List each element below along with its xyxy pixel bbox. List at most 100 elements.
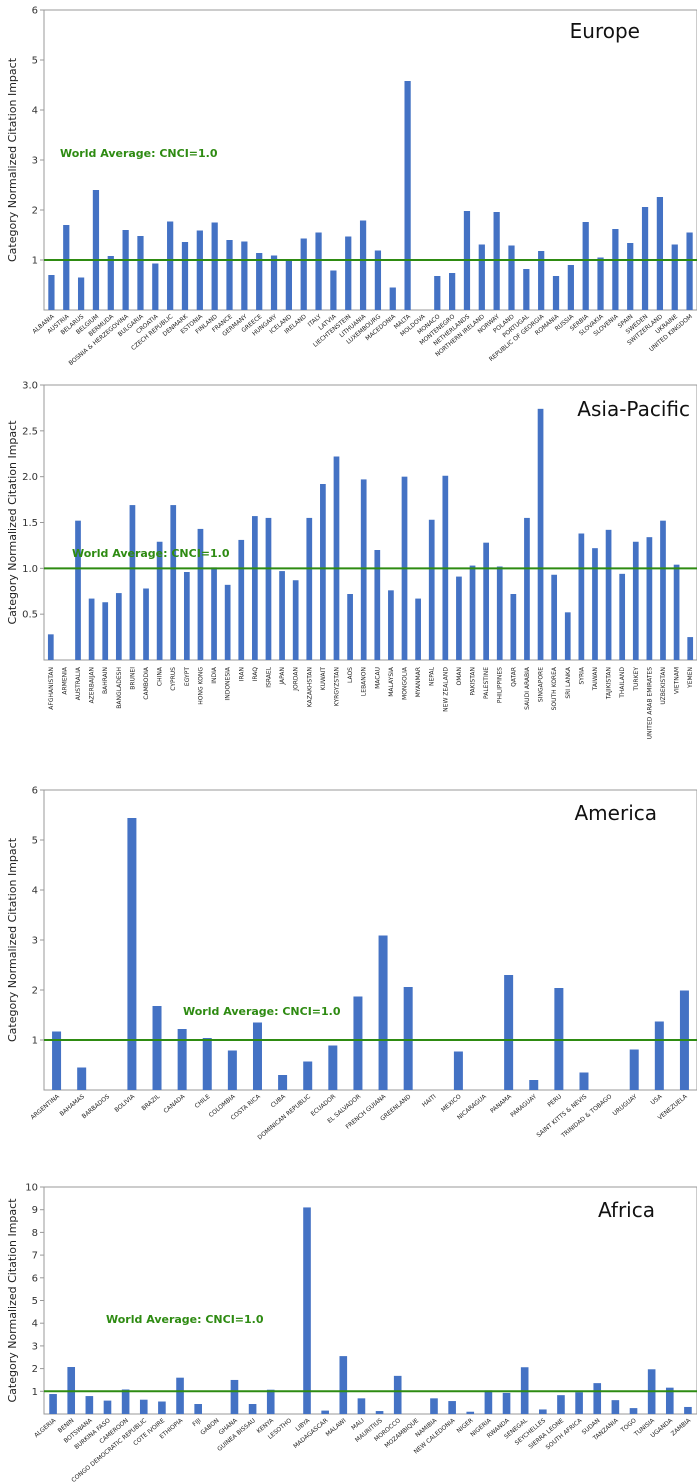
bar-oman xyxy=(456,576,462,660)
bar-poland xyxy=(508,245,515,310)
bar-fiji xyxy=(194,1404,202,1414)
bar-greece xyxy=(256,253,263,310)
category-label: EGYPT xyxy=(184,667,191,686)
bar-cyprus xyxy=(170,505,177,660)
bar-costa-rica xyxy=(252,1022,262,1090)
y-tick-label: 6 xyxy=(32,6,38,17)
category-label: KUWAIT xyxy=(320,667,327,691)
bar-iraq xyxy=(252,516,258,660)
y-tick-label: 2.0 xyxy=(22,472,38,483)
bar-ireland xyxy=(300,238,307,310)
bar-palestine xyxy=(483,542,489,660)
category-label: GABON xyxy=(199,1417,220,1436)
category-label: MALAWI xyxy=(325,1417,348,1438)
y-tick-label: 2 xyxy=(32,986,38,997)
bar-el-salvador xyxy=(353,996,363,1090)
category-label: PANAMA xyxy=(489,1093,513,1115)
bar-saint-kitts-nevis xyxy=(579,1072,589,1090)
y-tick-label: 4 xyxy=(32,1319,38,1330)
y-tick-label: 4 xyxy=(32,106,38,117)
bar-sweden xyxy=(641,207,649,310)
category-label: ALGERIA xyxy=(33,1417,58,1440)
bar-republic-of-georgia xyxy=(538,251,545,310)
bar-algeria xyxy=(49,1394,57,1414)
category-label: CHINA xyxy=(157,666,164,686)
category-label: BARBADOS xyxy=(81,1093,112,1120)
y-axis-label: Category Normalized Citation Impact xyxy=(6,1198,19,1403)
bar-usa xyxy=(654,1021,664,1090)
category-label: HAITI xyxy=(421,1093,438,1109)
bar-liechtenstein xyxy=(345,236,352,310)
category-label: MONGOLIA xyxy=(402,666,409,700)
bar-syria xyxy=(578,533,585,660)
y-tick-label: 3 xyxy=(32,1341,38,1352)
bar-macau xyxy=(374,550,381,660)
bar-israel xyxy=(265,517,272,660)
bar-kazakhstan xyxy=(306,517,313,660)
category-label: SRI LANKA xyxy=(565,666,572,699)
y-tick-label: 5 xyxy=(32,1296,38,1307)
bar-russia xyxy=(567,265,574,310)
y-tick-label: 3 xyxy=(32,156,38,167)
bar-bangladesh xyxy=(115,593,122,660)
bar-philippines xyxy=(496,566,503,660)
bar-qatar xyxy=(510,594,517,660)
bar-cameroon xyxy=(121,1389,130,1414)
category-label: UZBEKISTAN xyxy=(660,667,667,705)
y-axis-label: Category Normalized Citation Impact xyxy=(6,837,19,1042)
category-label: SINGAPORE xyxy=(538,667,545,702)
bar-togo xyxy=(629,1408,638,1414)
bar-ukraine xyxy=(671,244,678,310)
bar-yemen xyxy=(687,637,694,660)
bar-luxembourg xyxy=(374,250,382,310)
bar-burkina-faso xyxy=(103,1400,112,1414)
bar-iceland xyxy=(285,259,292,310)
bar-uganda xyxy=(665,1387,674,1414)
category-label: UNITED ARAB EMIRATES xyxy=(646,667,653,740)
bar-switzerland xyxy=(656,197,664,310)
category-label: BOLIVIA xyxy=(113,1093,136,1114)
bar-panama xyxy=(504,975,514,1090)
category-label: INDIA xyxy=(211,666,218,684)
category-label: HONG KONG xyxy=(197,667,204,705)
y-tick-label: 6 xyxy=(32,1273,38,1284)
bar-sri-lanka xyxy=(564,612,571,660)
bar-slovakia xyxy=(597,257,604,310)
category-label: MEXICO xyxy=(440,1093,463,1114)
bar-rwanda xyxy=(502,1392,511,1414)
y-tick-label: 1 xyxy=(32,1387,38,1398)
category-label: TRINIDAD & TOBAGO xyxy=(559,1093,613,1140)
bar-northern-ireland xyxy=(478,244,485,310)
category-label: KYRGYZSTAN xyxy=(333,667,340,706)
bar-bermuda xyxy=(107,256,114,310)
bar-zambia xyxy=(684,1406,692,1414)
category-label: YEMEN xyxy=(687,667,694,689)
bar-bahrain xyxy=(102,602,109,660)
bar-azerbaijan xyxy=(88,598,95,660)
bar-congo-democratic-republic xyxy=(139,1399,148,1414)
bar-kyrgyzstan xyxy=(333,456,340,660)
bar-south-korea xyxy=(551,574,558,660)
category-label: BRUNEI xyxy=(129,667,136,690)
bar-croatia xyxy=(152,263,159,310)
category-label: LAOS xyxy=(347,667,354,683)
bar-uzbekistan xyxy=(660,520,666,660)
bar-finland xyxy=(211,222,218,310)
category-label: AZERBAIJAN xyxy=(89,667,96,703)
bar-egypt xyxy=(183,572,190,660)
category-label: NEW ZEALAND xyxy=(442,667,449,712)
bar-mexico xyxy=(453,1051,463,1090)
bar-vietnam xyxy=(673,564,680,660)
bar-mauritius xyxy=(375,1411,384,1414)
plot-frame xyxy=(43,789,697,1091)
category-label: PERU xyxy=(546,1093,563,1109)
bar-taiwan xyxy=(592,548,598,660)
bar-monaco xyxy=(434,276,441,310)
y-tick-label: 9 xyxy=(32,1205,38,1216)
bar-seychelles xyxy=(539,1409,547,1414)
category-label: AFGHANISTAN xyxy=(48,667,55,710)
bar-tajikistan xyxy=(605,529,612,660)
bar-spain xyxy=(627,243,634,310)
y-tick-label: 7 xyxy=(32,1251,38,1262)
bar-dominican-republic xyxy=(303,1061,313,1090)
